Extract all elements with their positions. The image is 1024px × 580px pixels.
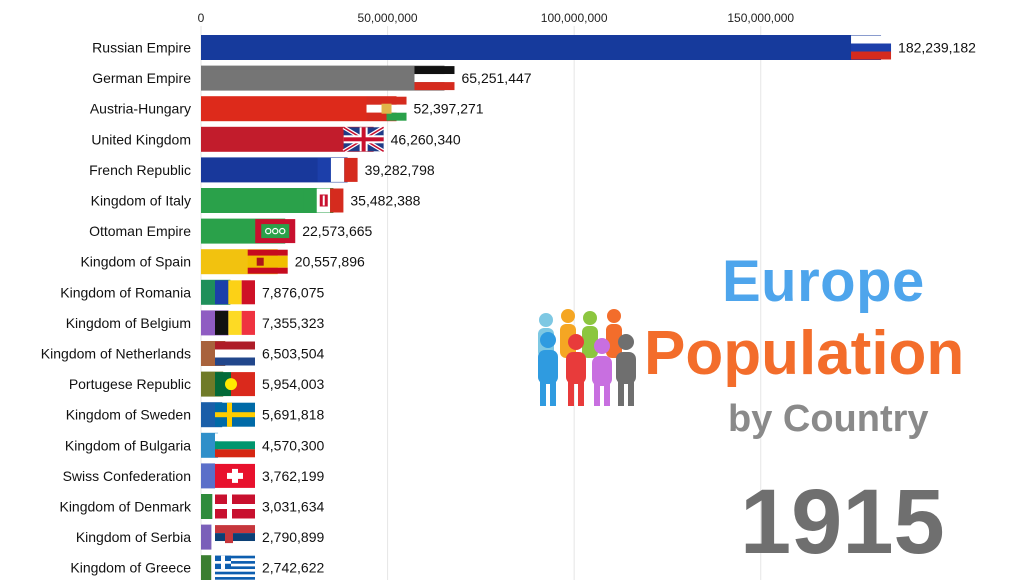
- russia-flag: [851, 35, 892, 60]
- title-line-by-country: by Country: [728, 398, 929, 440]
- value-label: 182,239,182: [898, 40, 976, 56]
- category-label: Kingdom of Romania: [60, 284, 191, 300]
- bar: [201, 35, 882, 60]
- value-label: 7,355,323: [262, 315, 324, 331]
- kingdom-of-italy-flag: [303, 188, 344, 213]
- x-tick-label: 100,000,000: [541, 11, 608, 25]
- category-label: Kingdom of Spain: [80, 254, 191, 270]
- category-label: Swiss Confederation: [63, 468, 191, 484]
- value-label: 22,573,665: [302, 223, 372, 239]
- bar: [201, 524, 212, 550]
- category-label: Kingdom of Denmark: [59, 499, 192, 515]
- category-label: Kingdom of Belgium: [66, 315, 191, 331]
- spain-flag: [247, 249, 288, 274]
- austria-hungary-flag: [366, 96, 407, 121]
- value-label: 5,691,818: [262, 407, 324, 423]
- people-group-icon: [532, 306, 642, 421]
- ottoman-flag: [255, 219, 296, 244]
- german-empire-flag: [414, 66, 455, 91]
- value-label: 4,570,300: [262, 437, 324, 453]
- serbia-flag: [215, 525, 255, 550]
- netherlands-flag: [215, 341, 255, 366]
- title-line-europe: Europe: [722, 249, 925, 314]
- value-label: 52,397,271: [414, 101, 484, 117]
- bar: [201, 555, 212, 580]
- bar: [201, 96, 397, 122]
- x-tick-label: 50,000,000: [358, 11, 418, 25]
- x-tick-label: 150,000,000: [727, 11, 794, 25]
- value-label: 65,251,447: [461, 70, 531, 86]
- category-label: Russian Empire: [92, 40, 191, 56]
- year-label: 1915: [740, 471, 945, 573]
- denmark-flag: [215, 494, 255, 519]
- value-label: 2,790,899: [262, 529, 324, 545]
- value-label: 20,557,896: [295, 254, 365, 270]
- title-line-population: Population: [644, 319, 965, 388]
- portugal-flag: [215, 372, 255, 397]
- bar: [201, 432, 219, 458]
- value-label: 46,260,340: [391, 131, 461, 147]
- category-label: Kingdom of Sweden: [66, 407, 191, 423]
- category-label: Portugese Republic: [69, 376, 191, 392]
- category-label: Kingdom of Bulgaria: [65, 437, 191, 453]
- belgium-flag: [215, 310, 255, 335]
- bar: [201, 463, 216, 489]
- category-label: Kingdom of Italy: [91, 193, 191, 209]
- union-jack-flag: [342, 125, 385, 154]
- bulgaria-flag: [215, 433, 255, 458]
- category-label: United Kingdom: [91, 131, 191, 147]
- value-label: 5,954,003: [262, 376, 324, 392]
- value-label: 2,742,622: [262, 560, 324, 576]
- value-label: 3,762,199: [262, 468, 324, 484]
- category-label: French Republic: [89, 162, 191, 178]
- sweden-flag: [215, 402, 255, 427]
- x-tick-label: 0: [198, 11, 205, 25]
- value-label: 3,031,634: [262, 499, 324, 515]
- bar: [201, 494, 213, 519]
- category-label: Kingdom of Greece: [70, 560, 191, 576]
- bar: [201, 65, 445, 91]
- value-label: 35,482,388: [350, 193, 420, 209]
- category-label: Ottoman Empire: [89, 223, 191, 239]
- france-flag: [317, 157, 358, 182]
- category-label: Kingdom of Serbia: [76, 529, 191, 545]
- category-label: Austria-Hungary: [90, 101, 191, 117]
- category-label: German Empire: [92, 70, 191, 86]
- value-label: 6,503,504: [262, 346, 324, 362]
- switzerland-flag: [215, 463, 255, 488]
- romania-flag: [215, 280, 255, 305]
- category-label: Kingdom of Netherlands: [41, 346, 191, 362]
- value-label: 39,282,798: [365, 162, 435, 178]
- greece-flag: [215, 555, 255, 580]
- value-label: 7,876,075: [262, 284, 324, 300]
